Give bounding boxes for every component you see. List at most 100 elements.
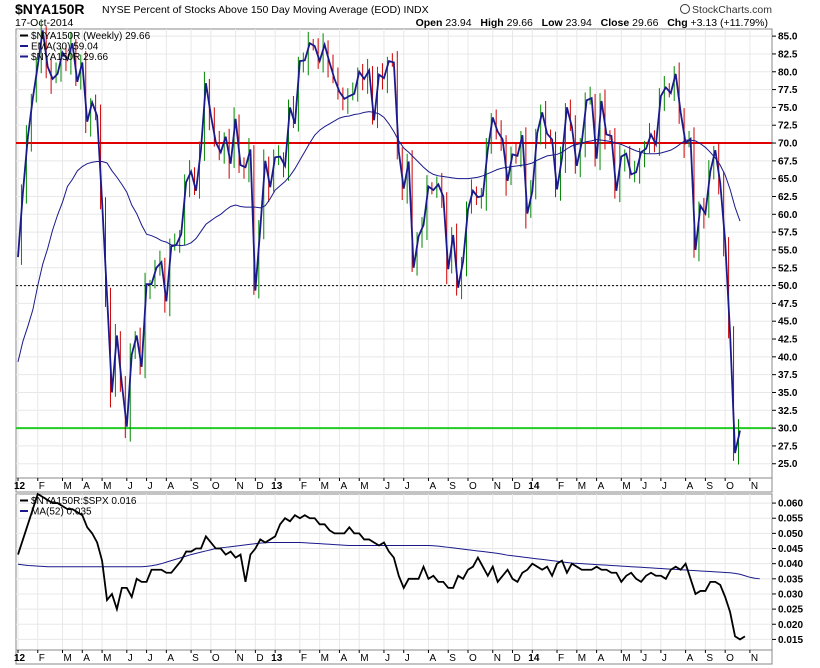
ratio-plot-frame: [15, 493, 773, 651]
main-y-tick-label: 50.0: [778, 281, 798, 292]
main-y-tick-label: 60.0: [778, 210, 798, 221]
main-y-tick-label: 47.5: [778, 299, 798, 310]
chg-label: Chg: [667, 17, 688, 29]
x-tick-label: M: [578, 481, 586, 492]
x-axis-band: [15, 649, 773, 665]
main-y-tick-label: 32.5: [778, 406, 798, 417]
main-plot-frame: [15, 28, 773, 479]
x-tick-label: J: [642, 481, 647, 492]
main-y-tick-label: 52.5: [778, 263, 798, 274]
exchange-label: INDX: [403, 4, 429, 16]
x-tick-label: N: [237, 653, 244, 664]
x-tick-label: S: [192, 481, 199, 492]
ratio-legend-text: MA(52) 0.035: [31, 507, 92, 518]
x-tick-label: M: [578, 653, 586, 664]
copyright-icon: [680, 4, 691, 14]
main-y-tick-label: 65.0: [778, 174, 798, 185]
high-value: 29.66: [506, 17, 533, 29]
ratio-x-axis: 12 F M A M J J A S O N D 13 F M A M J J A S O N D 14 F M A M J J A S O N: [14, 649, 773, 665]
main-y-tick-label: 35.0: [778, 388, 798, 399]
main-x-axis: 12 F M A M J J A S O N D 13 F M A M J J A S O N D 14 F M A M J J A S O N: [14, 477, 773, 493]
x-tick-label: S: [706, 481, 713, 492]
x-tick-label: N: [751, 481, 758, 492]
x-tick-label: J: [662, 653, 667, 664]
chart-symbol: $NYA150R: [15, 1, 85, 17]
main-y-tick-label: 30.0: [778, 424, 798, 435]
x-tick-label: N: [494, 653, 501, 664]
x-tick-label: J: [662, 481, 667, 492]
x-tick-label: O: [212, 481, 220, 492]
brand-watermark: StockCharts.com: [680, 4, 772, 16]
x-tick-label: A: [167, 481, 174, 492]
main-legend-text: $NYA150R 29.66: [31, 52, 109, 63]
x-tick-label: S: [449, 653, 456, 664]
x-tick-label: F: [301, 481, 307, 492]
main-y-tick-label: 72.5: [778, 121, 798, 132]
x-tick-label: M: [64, 481, 72, 492]
x-tick-label: J: [128, 481, 133, 492]
x-tick-label: J: [385, 481, 390, 492]
x-tick-label: S: [449, 481, 456, 492]
x-axis-band: [15, 477, 773, 493]
x-tick-label: F: [558, 481, 564, 492]
x-tick-label: 12: [14, 653, 26, 664]
x-tick-label: F: [39, 481, 45, 492]
x-tick-label: M: [360, 481, 368, 492]
low-label: Low: [541, 17, 563, 29]
description-text: NYSE Percent of Stocks Above 150 Day Mov…: [102, 4, 401, 16]
main-legend-text: $NYA150R (Weekly) 29.66: [31, 31, 151, 42]
low-value: 23.94: [565, 17, 592, 29]
x-tick-label: N: [237, 481, 244, 492]
x-tick-label: O: [726, 653, 734, 664]
ratio-y-tick-label: 0.015: [778, 635, 803, 646]
main-y-tick-label: 25.0: [778, 459, 798, 470]
x-tick-label: A: [598, 481, 605, 492]
ratio-y-tick-label: 0.030: [778, 589, 803, 600]
x-tick-label: J: [405, 653, 410, 664]
x-tick-label: M: [622, 481, 630, 492]
x-tick-label: A: [83, 653, 90, 664]
main-legend-text: EMA(30) 59.04: [31, 42, 99, 53]
x-tick-label: O: [726, 481, 734, 492]
x-tick-label: M: [64, 653, 72, 664]
x-tick-label: S: [706, 653, 713, 664]
main-y-tick-label: 40.0: [778, 352, 798, 363]
main-y-tick-label: 42.5: [778, 335, 798, 346]
main-y-tick-label: 57.5: [778, 228, 798, 239]
close-label: Close: [600, 17, 630, 29]
x-tick-label: S: [192, 653, 199, 664]
x-tick-label: N: [494, 481, 501, 492]
x-tick-label: M: [103, 653, 111, 664]
ratio-y-tick-label: 0.020: [778, 620, 803, 631]
main-y-tick-label: 62.5: [778, 192, 798, 203]
main-y-tick-label: 77.5: [778, 85, 798, 96]
ratio-y-tick-label: 0.050: [778, 529, 803, 540]
chart-description: NYSE Percent of Stocks Above 150 Day Mov…: [102, 4, 429, 16]
x-tick-label: A: [83, 481, 90, 492]
x-tick-label: D: [256, 481, 263, 492]
main-y-tick-label: 70.0: [778, 139, 798, 150]
x-tick-label: M: [321, 653, 329, 664]
ratio-line: [17, 492, 746, 641]
x-tick-label: M: [321, 481, 329, 492]
x-tick-label: J: [148, 481, 153, 492]
main-price-panel: 25.0 27.5 30.0 32.5 35.0 37.5 40.0 42.5 45.0 47.5…: [15, 19, 798, 479]
x-tick-label: A: [340, 481, 347, 492]
ratio-y-tick-label: 0.045: [778, 544, 803, 555]
x-tick-label: A: [429, 653, 436, 664]
main-y-tick-label: 85.0: [778, 32, 798, 43]
ema-line: [17, 111, 741, 362]
ratio-y-tick-label: 0.040: [778, 559, 803, 570]
main-y-tick-label: 45.0: [778, 317, 798, 328]
x-tick-label: J: [148, 653, 153, 664]
x-tick-label: 13: [271, 653, 283, 664]
x-tick-label: J: [128, 653, 133, 664]
x-tick-label: A: [687, 481, 694, 492]
main-y-tick-label: 27.5: [778, 441, 798, 452]
ohlc-readout: Open 23.94 High 29.66 Low 23.94 Close 29…: [416, 17, 768, 29]
brand-text: StockCharts.com: [692, 4, 772, 16]
chg-value: +3.13 (+11.79%): [690, 17, 768, 29]
main-y-tick-label: 82.5: [778, 49, 798, 60]
open-label: Open: [415, 17, 443, 29]
